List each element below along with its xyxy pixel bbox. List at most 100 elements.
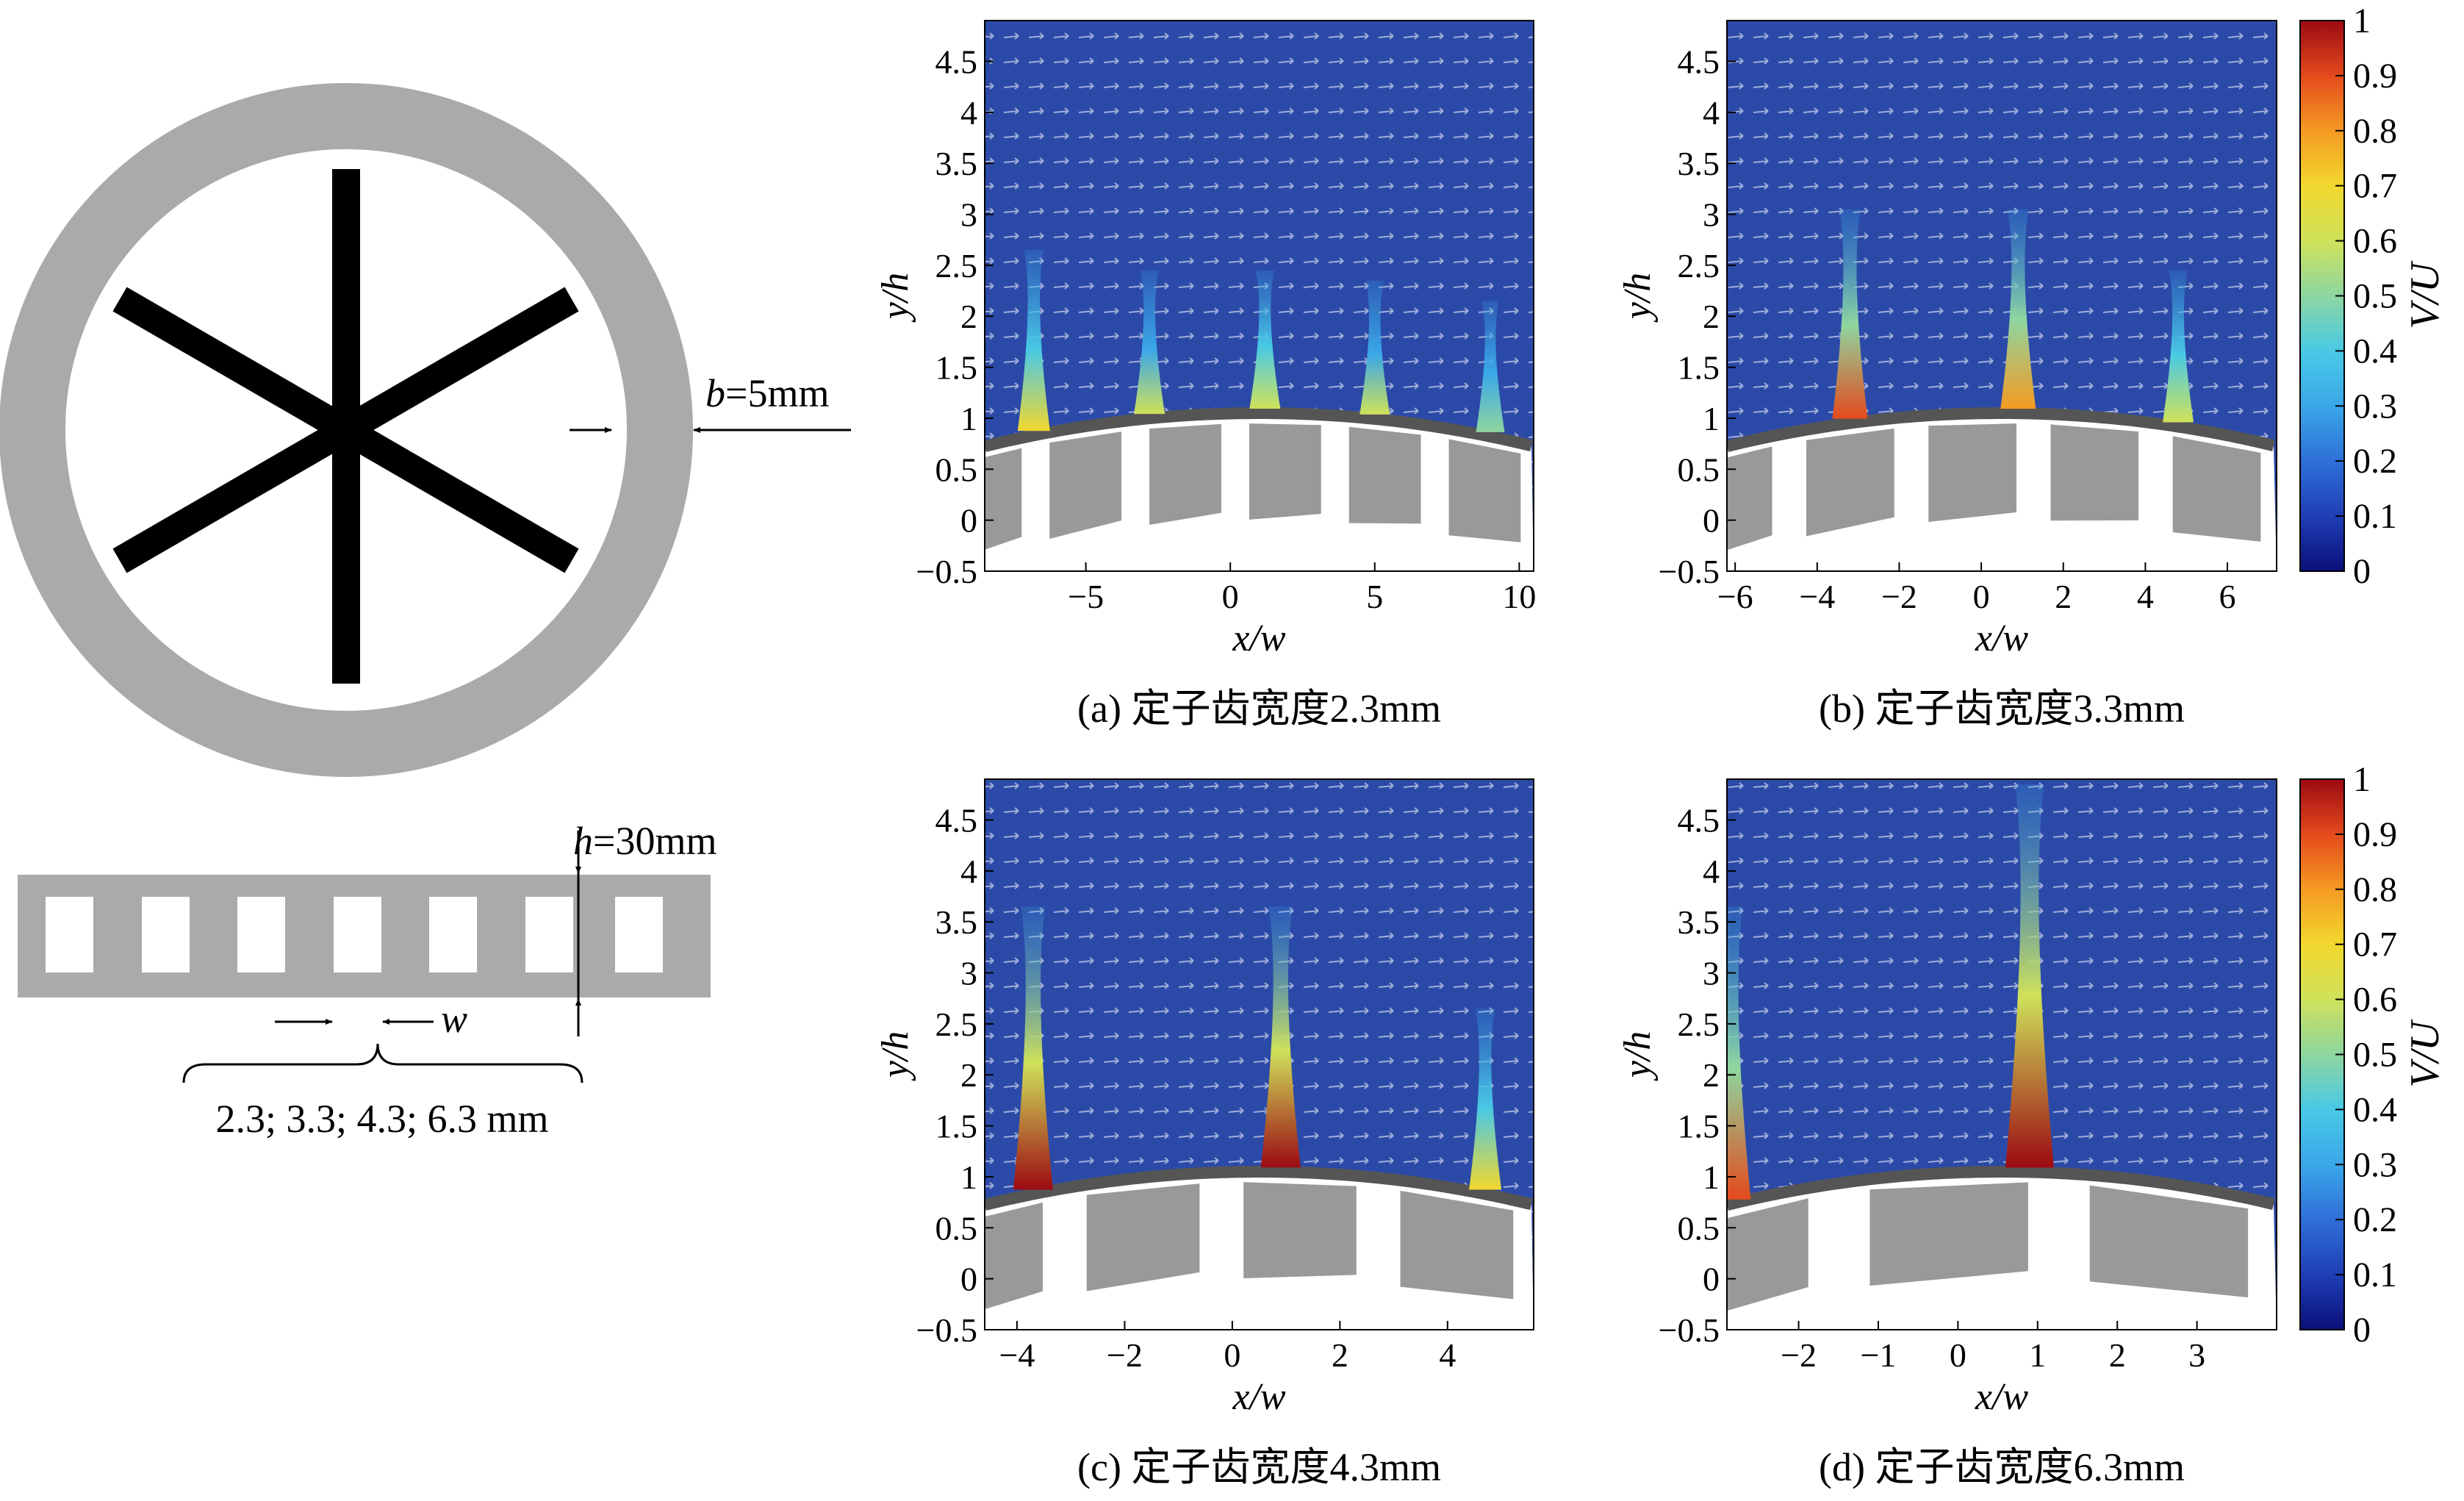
y-tick-label: 1 [1703,1158,1720,1196]
y-tick-label: 0 [1703,502,1720,540]
rotor-wall [985,1166,1533,1211]
panel-c: −0.5 0 0.5 1 1.5 2 2.5 3 3.5 4 4.5 −4 −2 0 2 4 x/w y/h (c)… [874,778,1534,1489]
colorbar-tick-label: 0 [2353,1311,2371,1350]
rotor-ring [0,83,693,777]
y-tick-label: 2 [960,298,977,335]
field-plot [985,779,1534,1330]
y-tick-label: −0.5 [916,1311,977,1349]
y-axis-label: y/h [1617,1031,1659,1082]
x-axis-label: x/w [1232,1376,1286,1418]
y-tick-label: 1 [960,1158,977,1196]
y-tick-label: 3 [960,196,977,234]
x-tick-label: −5 [1068,578,1104,615]
y-tick-label: 2.5 [935,247,978,284]
y-tick-label: 0.5 [935,451,978,488]
colorbars: 00.10.20.30.40.50.60.70.80.91V/U00.10.20… [2299,1,2448,1350]
stator-tooth [1928,423,2016,522]
stator-tooth [1400,1190,1514,1300]
jet-plume [1359,280,1390,415]
jet-plume [2163,270,2194,423]
jet-plume [1476,301,1505,432]
y-tick-label: 3.5 [935,145,978,182]
x-tick-label: −2 [1881,578,1917,615]
stator-tooth [1249,423,1321,520]
colorbar-label: V/U [2402,260,2448,329]
jet-plume [1260,906,1301,1168]
impeller-blades [112,169,579,684]
x-tick-label: 0 [1222,578,1239,615]
x-tick-label: 4 [1439,1336,1456,1374]
jet-plume [1469,1009,1502,1190]
h-dimension: h=30mm [573,819,716,1036]
w-dimension-label: w [441,997,467,1041]
y-tick-label: 0.5 [1678,451,1720,488]
stator-tooth [2172,436,2261,542]
field-plot [1727,21,2277,571]
y-tick-label: 3 [960,955,977,992]
stator-tooth [1049,431,1122,539]
b-dimension: b=5mm [570,371,851,433]
jet-plume [1017,250,1050,431]
y-tick-label: 2 [960,1056,977,1094]
h-dimension-label: h=30mm [573,819,716,863]
y-tick-label: 4 [1703,853,1720,890]
x-tick-label: 3 [2188,1336,2205,1374]
y-tick-label: 4.5 [935,43,978,80]
rotor-wall [985,407,1533,452]
y-tick-label: 1.5 [1678,1108,1720,1145]
jet-plume [1013,906,1053,1190]
y-tick-label: 0 [960,1261,977,1298]
y-tick-label: 0.5 [935,1209,978,1247]
y-axis-label: y/h [1617,273,1659,323]
y-tick-label: 3 [1703,196,1720,234]
y-tick-label: 0.5 [1678,1209,1720,1247]
y-tick-label: 1.5 [935,1108,978,1145]
colorbar-tick-label: 0.7 [2353,925,2397,964]
colorbar-tick-label: 0.1 [2353,1255,2397,1294]
x-tick-label: 5 [1366,578,1383,615]
y-tick-label: 2 [1703,298,1720,335]
x-tick-label: −1 [1860,1336,1896,1374]
plot-frame [984,778,1534,1330]
stator-slots [46,897,663,972]
stator-tooth [1869,1182,2028,1286]
stator-tooth [1806,428,1894,537]
colorbar-tick-label: 0.9 [2353,815,2397,854]
y-tick-label: 0 [960,502,977,540]
x-tick-label: −4 [999,1336,1035,1374]
colorbar-tick-label: 0.3 [2353,1145,2397,1184]
x-tick-label: 0 [1973,578,1990,615]
x-tick-label: 2 [2109,1336,2126,1374]
x-tick-label: 2 [2055,578,2072,615]
y-tick-label: 3.5 [935,903,978,941]
x-axis-label: x/w [1975,1376,2029,1418]
widths-label: 2.3; 3.3; 4.3; 6.3 mm [215,1097,548,1141]
x-tick-label: 2 [1332,1336,1348,1374]
y-tick-label: 2.5 [1678,1006,1720,1043]
panel-a: −0.5 0 0.5 1 1.5 2 2.5 3 3.5 4 4.5 −5 0 5 10 x/w y/h (a) … [874,20,1536,731]
colorbar-tick-label: 0.3 [2353,387,2397,426]
y-tick-label: 2.5 [1678,247,1720,284]
colorbar-tick-label: 0.6 [2353,222,2397,261]
b-dimension-label: b=5mm [705,371,829,415]
panel-caption: (b) 定子齿宽度3.3mm [1819,687,2185,731]
colorbar-label: V/U [2402,1019,2448,1088]
colorbar-tick-label: 0.8 [2353,112,2397,151]
x-tick-label: 4 [2137,578,2154,615]
colorbar-tick-label: 0.5 [2353,277,2397,316]
x-tick-label: −4 [1799,578,1835,615]
jet-plume [1249,270,1281,409]
stator-tooth [1243,1182,1357,1278]
plot-frame [1726,20,2277,572]
stator-tooth [1149,423,1221,525]
jet-plume [1832,209,1868,419]
rotor-wall [1727,1166,2275,1211]
stator-tooth [2089,1185,2249,1297]
y-tick-label: −0.5 [1659,553,1720,590]
x-tick-label: 10 [1502,578,1536,615]
stator-tooth [985,448,1022,550]
x-tick-label: −6 [1717,578,1753,615]
x-tick-label: 0 [1950,1336,1966,1374]
w-dimension: w [275,997,467,1041]
